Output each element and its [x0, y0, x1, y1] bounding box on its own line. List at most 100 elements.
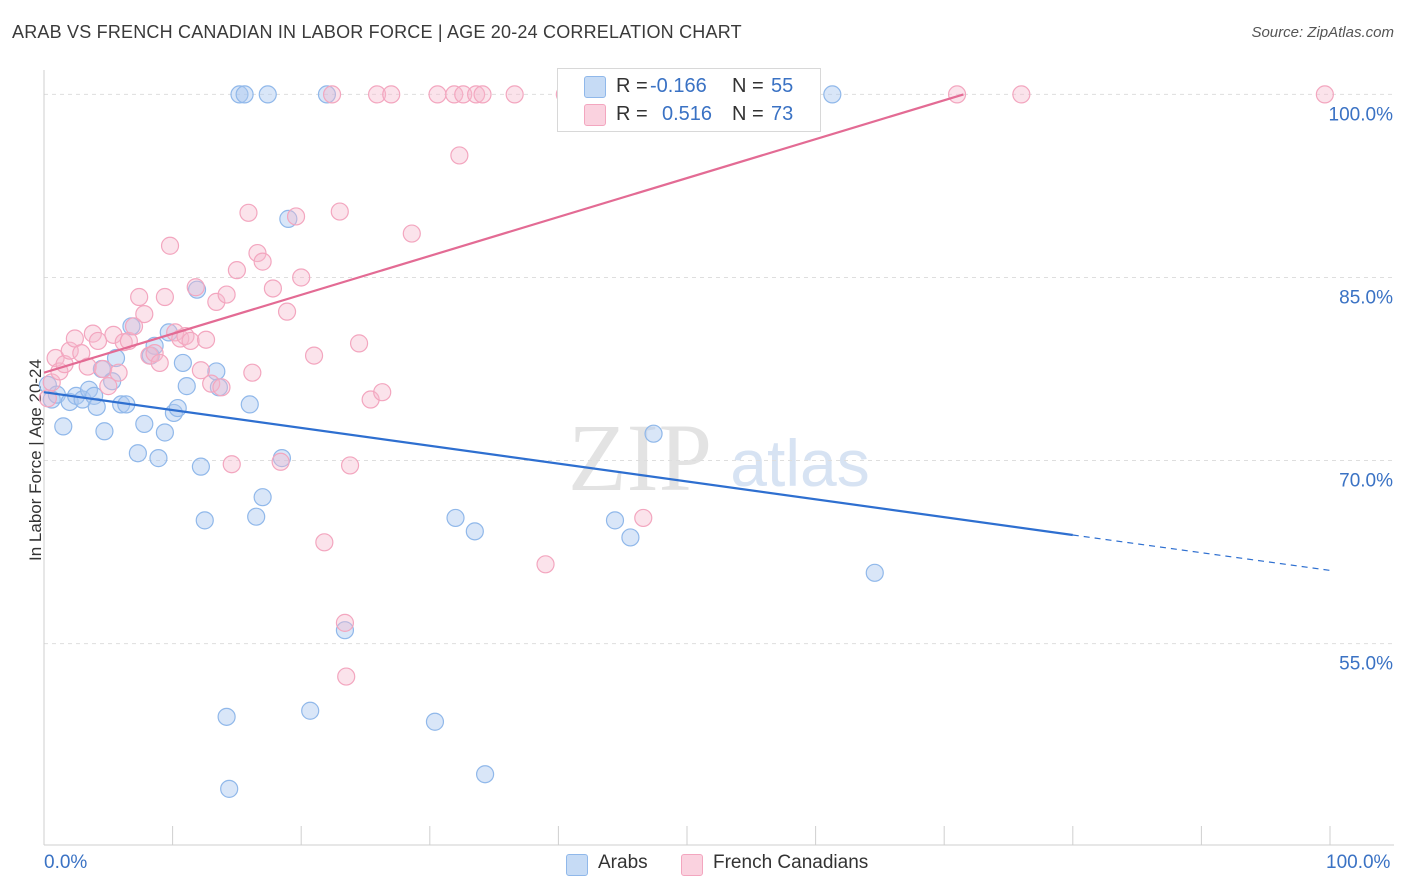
french-canadian-point: [207, 292, 226, 311]
arab-point: [191, 457, 210, 476]
arab-point: [865, 563, 884, 582]
french-canadian-point: [349, 334, 369, 353]
arab-point: [301, 701, 320, 720]
french-canadian-point: [466, 85, 486, 104]
series-legend: Arabs French Canadians: [0, 852, 1406, 878]
y-tick-label: 85.0%: [1339, 287, 1393, 308]
french-canadian-point: [304, 346, 324, 365]
french-canadian-point: [222, 455, 241, 474]
arab-point: [217, 707, 236, 726]
french-canadian-point: [78, 357, 97, 376]
french-canadian-point: [99, 377, 118, 396]
french-canadian-point: [239, 203, 258, 222]
watermark-atlas: atlas: [730, 426, 869, 500]
n-value: 55: [771, 75, 794, 97]
r-value: -0.166: [650, 75, 707, 97]
chart-title: ARAB VS FRENCH CANADIAN IN LABOR FORCE |…: [12, 22, 742, 42]
french-canadian-point: [536, 555, 555, 574]
trend-lines: [43, 93, 1331, 571]
arab-point: [335, 621, 355, 640]
french-canadian-point: [130, 287, 149, 307]
arab-point: [235, 85, 254, 104]
legend-row-french: R = 0.516 N = 73: [558, 101, 820, 129]
french-canadian-point: [1012, 85, 1031, 104]
arab-point: [605, 511, 625, 530]
french-canadian-point: [253, 252, 272, 271]
arab-point: [195, 511, 214, 530]
french-canadian-point: [428, 85, 447, 104]
french-canadian-point: [155, 287, 174, 307]
french-swatch: [681, 854, 703, 876]
french-canadian-point: [292, 268, 311, 287]
french-canadian-point: [243, 363, 262, 382]
arab-point: [87, 397, 106, 416]
french-canadian-point: [322, 85, 342, 104]
arabs-swatch: [584, 76, 606, 98]
french-canadian-point: [277, 302, 297, 321]
arab-point: [230, 85, 249, 104]
arab-point: [465, 522, 484, 541]
arab-point: [220, 779, 239, 798]
y-tick-label: 70.0%: [1339, 471, 1393, 492]
french-canadian-point: [335, 613, 355, 632]
french-canadian-point: [217, 285, 236, 304]
x-tick-min: 0.0%: [44, 852, 88, 873]
french-canadian-point: [212, 378, 231, 397]
french-canadian-point: [473, 85, 492, 104]
french-canadian-point: [227, 261, 246, 280]
french-canadian-point: [450, 146, 469, 165]
data-points: [38, 85, 1334, 798]
arab-point: [135, 414, 154, 434]
axes: [43, 70, 1394, 846]
arab-point: [644, 424, 663, 443]
arab-point: [425, 712, 445, 731]
french-canadian-point: [88, 331, 108, 351]
n-value: 73: [771, 103, 794, 125]
french-swatch: [584, 104, 606, 126]
french-canadian-point: [286, 207, 306, 226]
french-canadian-point: [263, 279, 283, 298]
french-canadian-point: [46, 348, 65, 368]
french-canadian-point: [382, 85, 401, 104]
french-canadian-point: [145, 344, 164, 363]
arab-point: [95, 422, 114, 441]
french-canadian-point: [1315, 85, 1334, 104]
french-canadian-point: [160, 236, 180, 255]
french-canadian-point: [124, 317, 144, 336]
r-label: R =: [616, 103, 648, 125]
french-canadian-point: [191, 361, 210, 380]
arab-point: [240, 395, 259, 414]
x-tick-max: 100.0%: [1326, 852, 1391, 873]
french-canadian-point: [196, 330, 216, 349]
r-value: 0.516: [662, 103, 713, 125]
arab-point: [253, 488, 272, 507]
french-canadian-point: [505, 85, 524, 104]
r-label: R =: [616, 75, 648, 97]
n-label: N =: [732, 75, 764, 97]
arab-point: [173, 353, 192, 373]
french-canadian-point: [337, 667, 356, 686]
french-canadian-point: [94, 359, 113, 379]
arab-point: [168, 398, 187, 418]
legend-label-arabs: Arabs: [598, 852, 648, 873]
arabs-trend-line: [43, 391, 1073, 537]
legend-row-arabs: R = -0.166 N = 55: [558, 73, 820, 101]
french-canadians-trend-line: [43, 93, 964, 374]
arab-point: [106, 348, 126, 368]
source-credit: Source: ZipAtlas.com: [1251, 24, 1394, 41]
stats-legend: R = -0.166 N = 55 R = 0.516 N = 73: [557, 68, 821, 132]
arab-point: [446, 508, 465, 528]
arab-point: [155, 423, 174, 442]
french-canadian-point: [330, 202, 349, 221]
french-canadian-point: [402, 224, 421, 243]
arab-point: [54, 417, 73, 436]
arab-point: [128, 444, 147, 463]
y-tick-label: 100.0%: [1329, 104, 1394, 125]
arab-point: [258, 85, 277, 104]
french-canadian-point: [634, 508, 653, 528]
y-tick-label: 55.0%: [1339, 654, 1393, 675]
french-canadian-point: [373, 383, 392, 402]
arab-point: [317, 85, 337, 104]
french-canadian-point: [340, 456, 360, 475]
